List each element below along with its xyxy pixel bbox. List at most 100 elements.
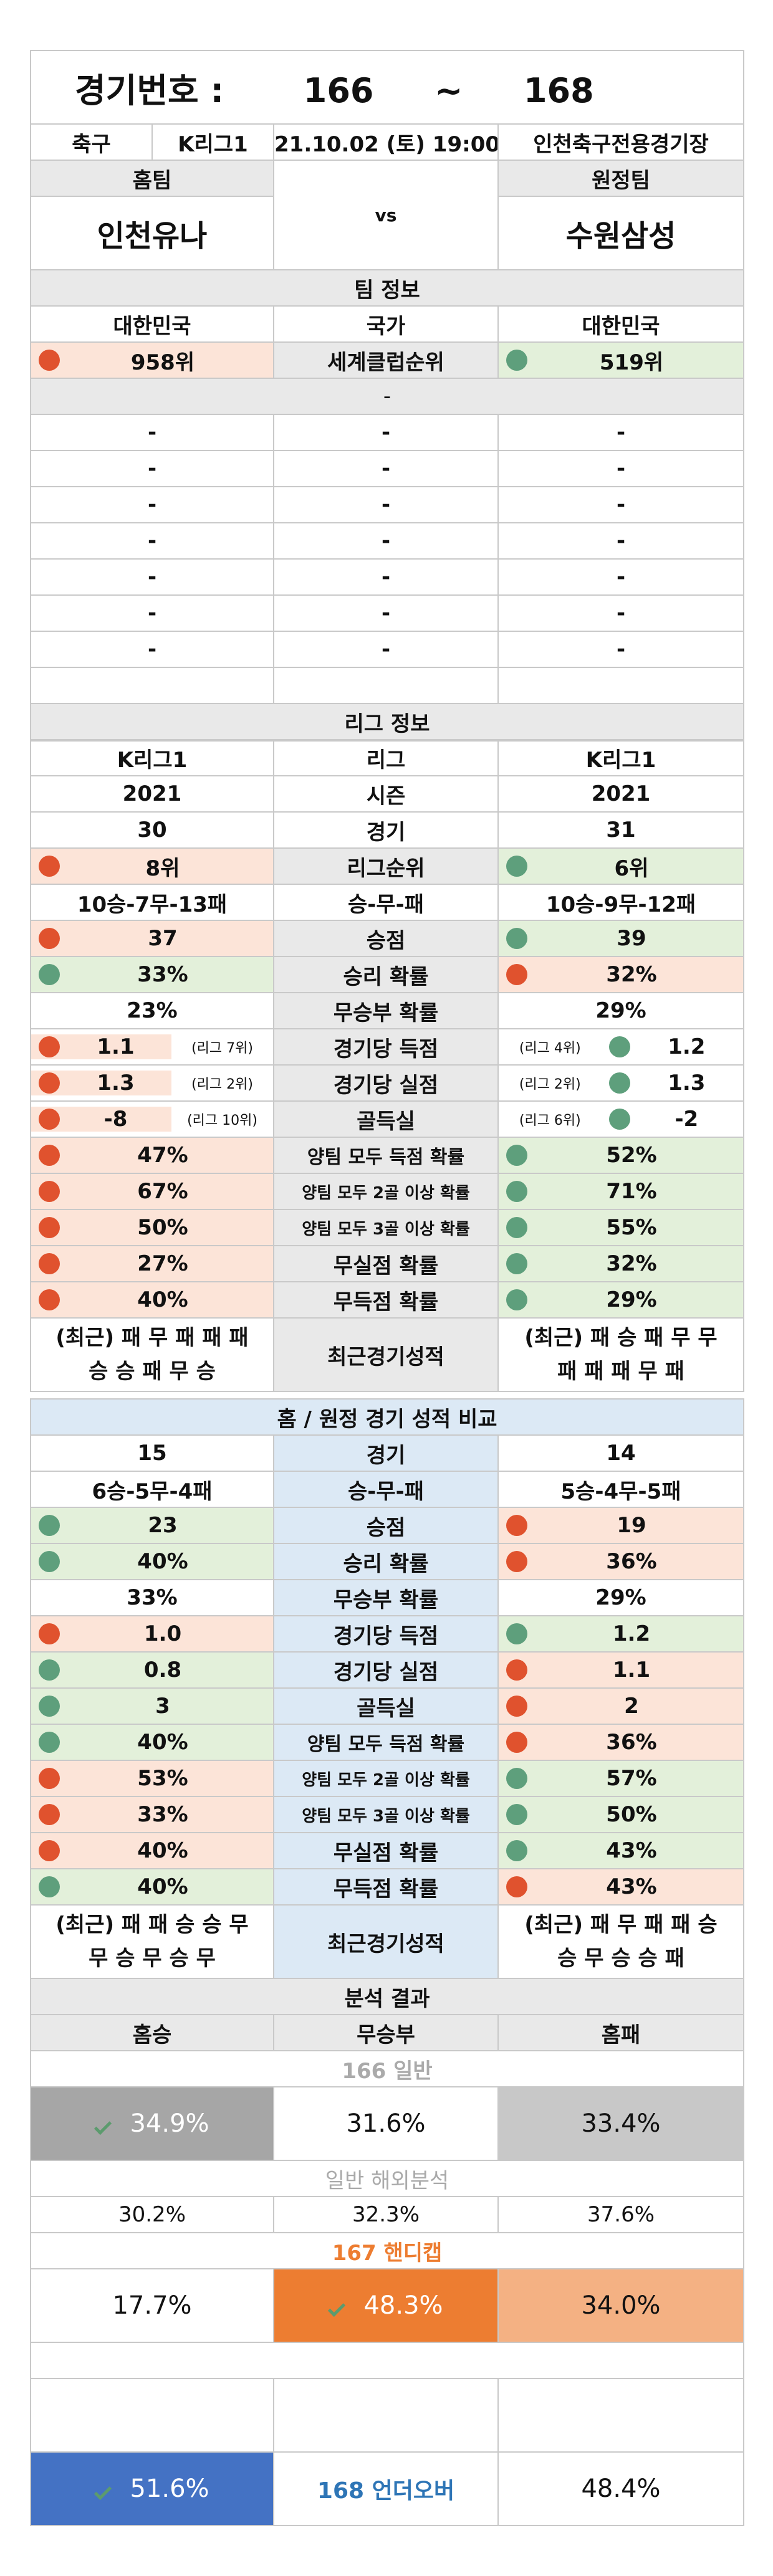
check-icon <box>94 2117 112 2135</box>
status-dot-icon <box>39 1515 60 1536</box>
under-value: 51.6% <box>30 2451 274 2526</box>
goal-diff-label: 골득실 <box>273 1100 499 1138</box>
home-both-3plus: 50% <box>30 1209 274 1246</box>
home-loss-header: 홈패 <box>497 2014 745 2051</box>
blank-cell: - <box>273 450 499 487</box>
status-dot-icon <box>506 1840 527 1861</box>
ha-home-record: 6승-5무-4패 <box>30 1471 274 1508</box>
home-points: 37 <box>30 920 274 957</box>
blank-cell: - <box>497 558 745 596</box>
underover-title: 168 언더오버 <box>273 2451 499 2526</box>
status-dot-icon <box>39 350 60 371</box>
ha-away-goal-diff: 2 <box>497 1687 744 1725</box>
draw-rate-label: 무승부 확률 <box>273 992 499 1029</box>
win-rate-label: 승리 확률 <box>273 956 499 993</box>
match-number-row: 경기번호 : 166 ~ 168 <box>29 50 745 125</box>
blank-cell: - <box>30 414 274 451</box>
home-win-header: 홈승 <box>30 2014 274 2051</box>
status-dot-icon <box>39 1876 60 1897</box>
away-conceded-per-game: (리그 2위) 1.3 <box>497 1064 745 1102</box>
header-table: 경기번호 : 166 ~ 168 축구 K리그1 21.10.02 (토) 19… <box>29 50 745 161</box>
home-away-title: 홈 / 원정 경기 성적 비교 <box>30 1398 744 1436</box>
status-dot-icon <box>39 1732 60 1753</box>
blank-cell: - <box>30 594 274 632</box>
status-dot-icon <box>506 1181 527 1202</box>
away-both-3plus: 55% <box>497 1209 745 1246</box>
league-cell: K리그1 <box>151 123 274 161</box>
status-dot-icon <box>39 1072 60 1094</box>
away-goal-diff: (리그 6위) -2 <box>497 1100 745 1138</box>
ha-away-btts: 36% <box>497 1724 744 1761</box>
ha-both-3plus-label: 양팀 모두 3골 이상 확률 <box>273 1796 499 1833</box>
analysis-table: 분석 결과 홈승 무승부 홈패 166 일반 34.9% 31.6% 33.4%… <box>29 1978 745 2526</box>
ha-away-both-3plus: 50% <box>497 1796 744 1833</box>
ha-home-goals-per-game: 1.0 <box>30 1615 274 1653</box>
away-country: 대한민국 <box>497 305 745 343</box>
away-btts: 52% <box>497 1137 745 1174</box>
games-label: 경기 <box>273 811 499 849</box>
blank-section-header: - <box>29 378 745 415</box>
ha-btts-label: 양팀 모두 득점 확률 <box>273 1724 499 1761</box>
ha-away-draw-rate: 29% <box>497 1579 744 1616</box>
ha-away-both-2plus: 57% <box>497 1760 744 1797</box>
ha-away-conceded: 1.1 <box>497 1651 744 1689</box>
analysis-title: 분석 결과 <box>29 1978 745 2015</box>
record-label: 승-무-패 <box>273 884 499 921</box>
away-no-score: 29% <box>497 1281 745 1319</box>
status-dot-icon <box>506 1659 527 1681</box>
conceded-per-game-label: 경기당 실점 <box>273 1064 499 1102</box>
away-team-label: 원정팀 <box>497 160 744 197</box>
away-draw-rate: 29% <box>497 992 745 1029</box>
away-league: K리그1 <box>497 739 745 776</box>
status-dot-icon <box>506 1768 527 1789</box>
ha-home-draw-rate: 33% <box>30 1579 274 1616</box>
status-dot-icon <box>39 1623 60 1644</box>
home-team-label: 홈팀 <box>30 160 274 197</box>
ha-home-games: 15 <box>30 1434 274 1472</box>
blank-cell: - <box>273 558 499 596</box>
draw-header: 무승부 <box>273 2014 499 2051</box>
status-dot-icon <box>506 964 527 985</box>
status-dot-icon <box>506 1551 527 1572</box>
versus-label: vs <box>273 160 499 270</box>
ha-away-win-rate: 36% <box>497 1543 744 1580</box>
home-games: 30 <box>30 811 274 849</box>
status-dot-icon <box>506 1623 527 1644</box>
handicap-home-value: 17.7% <box>30 2268 274 2343</box>
status-dot-icon <box>506 1732 527 1753</box>
overseas-home-value: 30.2% <box>30 2196 274 2233</box>
blank-cell: - <box>30 558 274 596</box>
home-goals-per-game: 1.1 (리그 7위) <box>30 1028 274 1066</box>
home-away-table: 홈 / 원정 경기 성적 비교 15 경기 14 6승-5무-4패 승-무-패 5승-4… <box>30 1398 744 1979</box>
ha-home-clean-sheet: 40% <box>30 1832 274 1869</box>
status-dot-icon <box>506 928 527 949</box>
blank-cell: - <box>273 631 499 668</box>
away-goals-per-game: (리그 4위) 1.2 <box>497 1028 745 1066</box>
both-2plus-label: 양팀 모두 2골 이상 확률 <box>273 1173 499 1210</box>
away-record: 10승-9무-12패 <box>497 884 745 921</box>
blank-cell: - <box>30 522 274 560</box>
match-number-end: 168 <box>523 70 594 110</box>
ha-away-goals-per-game: 1.2 <box>497 1615 744 1653</box>
home-country: 대한민국 <box>30 305 274 343</box>
handicap-draw-value: 48.3% <box>273 2268 499 2343</box>
away-points: 39 <box>497 920 745 957</box>
away-world-rank: 519위 <box>497 341 745 379</box>
blank-cell: - <box>497 414 745 451</box>
ha-away-games: 14 <box>497 1434 744 1472</box>
home-goal-diff: -8 (리그 10위) <box>30 1100 274 1138</box>
datetime-cell: 21.10.02 (토) 19:00 <box>273 123 499 161</box>
no-score-label: 무득점 확률 <box>273 1281 499 1319</box>
handicap-title: 167 핸디캡 <box>29 2232 745 2269</box>
home-clean-sheet: 27% <box>30 1245 274 1282</box>
ha-win-rate-label: 승리 확률 <box>273 1543 499 1580</box>
home-team-name: 인천유나 <box>30 196 274 270</box>
status-dot-icon <box>506 1253 527 1274</box>
status-dot-icon <box>506 1696 527 1717</box>
overseas-draw-value: 32.3% <box>273 2196 499 2233</box>
home-record: 10승-7무-13패 <box>30 884 274 921</box>
ha-home-goal-diff: 3 <box>30 1687 274 1725</box>
status-dot-icon <box>506 856 527 877</box>
ha-away-points: 19 <box>497 1507 744 1544</box>
status-dot-icon <box>39 1253 60 1274</box>
